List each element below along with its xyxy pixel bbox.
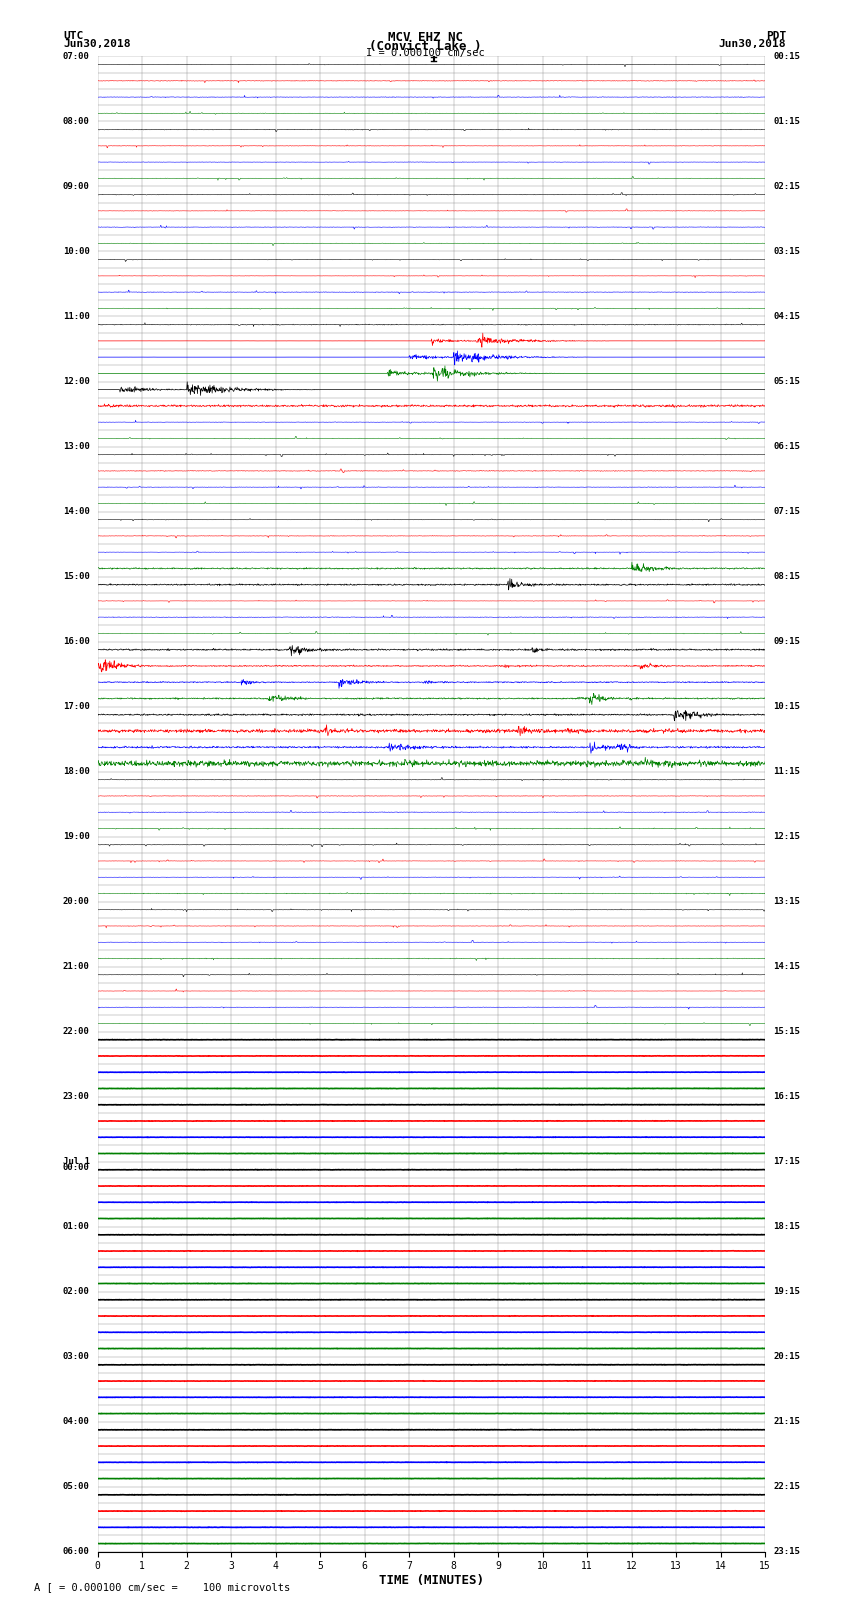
- Text: 05:15: 05:15: [773, 377, 800, 386]
- Text: 18:15: 18:15: [773, 1223, 800, 1231]
- Text: 14:00: 14:00: [63, 506, 90, 516]
- Text: I = 0.000100 cm/sec: I = 0.000100 cm/sec: [366, 47, 484, 58]
- Text: 08:15: 08:15: [773, 573, 800, 581]
- Text: 19:15: 19:15: [773, 1287, 800, 1297]
- Text: Jun30,2018: Jun30,2018: [719, 39, 786, 48]
- Text: 07:15: 07:15: [773, 506, 800, 516]
- Text: 04:15: 04:15: [773, 311, 800, 321]
- Text: (Convict Lake ): (Convict Lake ): [369, 39, 481, 53]
- Text: 20:15: 20:15: [773, 1352, 800, 1361]
- Text: 01:00: 01:00: [63, 1223, 90, 1231]
- Text: 14:15: 14:15: [773, 961, 800, 971]
- Text: 08:00: 08:00: [63, 118, 90, 126]
- Text: 04:00: 04:00: [63, 1418, 90, 1426]
- Text: 13:00: 13:00: [63, 442, 90, 452]
- Text: 15:00: 15:00: [63, 573, 90, 581]
- Text: 11:00: 11:00: [63, 311, 90, 321]
- Text: 18:00: 18:00: [63, 768, 90, 776]
- Text: A [ = 0.000100 cm/sec =    100 microvolts: A [ = 0.000100 cm/sec = 100 microvolts: [34, 1582, 290, 1592]
- Text: 01:15: 01:15: [773, 118, 800, 126]
- Text: PDT: PDT: [766, 31, 786, 42]
- Text: Jul 1: Jul 1: [63, 1157, 90, 1166]
- Text: UTC: UTC: [64, 31, 84, 42]
- Text: 00:15: 00:15: [773, 52, 800, 61]
- Text: 17:00: 17:00: [63, 702, 90, 711]
- Text: 02:15: 02:15: [773, 182, 800, 190]
- Text: 23:15: 23:15: [773, 1547, 800, 1557]
- Text: 02:00: 02:00: [63, 1287, 90, 1297]
- Text: 19:00: 19:00: [63, 832, 90, 840]
- Text: 09:15: 09:15: [773, 637, 800, 647]
- Text: 09:00: 09:00: [63, 182, 90, 190]
- Text: 10:15: 10:15: [773, 702, 800, 711]
- Text: 10:00: 10:00: [63, 247, 90, 256]
- Text: 16:00: 16:00: [63, 637, 90, 647]
- Text: 06:15: 06:15: [773, 442, 800, 452]
- Text: 13:15: 13:15: [773, 897, 800, 907]
- Text: 17:15: 17:15: [773, 1157, 800, 1166]
- Text: 06:00: 06:00: [63, 1547, 90, 1557]
- Text: 05:00: 05:00: [63, 1482, 90, 1490]
- Text: 22:15: 22:15: [773, 1482, 800, 1490]
- Text: 21:00: 21:00: [63, 961, 90, 971]
- Text: 12:15: 12:15: [773, 832, 800, 840]
- X-axis label: TIME (MINUTES): TIME (MINUTES): [379, 1574, 484, 1587]
- Text: 22:00: 22:00: [63, 1027, 90, 1036]
- Text: 03:15: 03:15: [773, 247, 800, 256]
- Text: 12:00: 12:00: [63, 377, 90, 386]
- Text: 07:00: 07:00: [63, 52, 90, 61]
- Text: MCV EHZ NC: MCV EHZ NC: [388, 31, 462, 45]
- Text: 03:00: 03:00: [63, 1352, 90, 1361]
- Text: 21:15: 21:15: [773, 1418, 800, 1426]
- Text: 20:00: 20:00: [63, 897, 90, 907]
- Text: 11:15: 11:15: [773, 768, 800, 776]
- Text: 15:15: 15:15: [773, 1027, 800, 1036]
- Text: 23:00: 23:00: [63, 1092, 90, 1102]
- Text: Jun30,2018: Jun30,2018: [64, 39, 131, 48]
- Text: 00:00: 00:00: [63, 1163, 90, 1171]
- Text: 16:15: 16:15: [773, 1092, 800, 1102]
